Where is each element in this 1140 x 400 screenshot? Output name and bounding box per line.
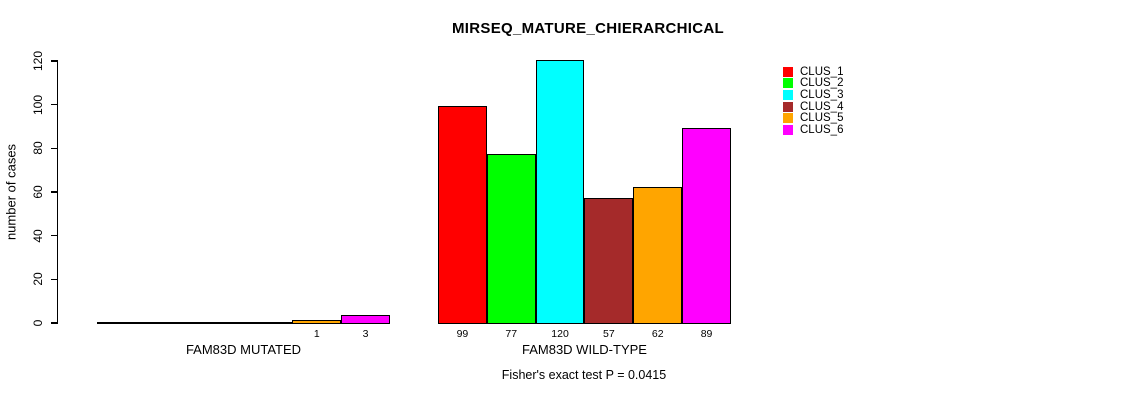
legend-label-clus_2: CLUS_2 — [800, 77, 844, 90]
bar-clus_3 — [535, 60, 585, 324]
bar-value-label: 57 — [603, 327, 615, 340]
legend-swatch-clus_4 — [783, 101, 793, 112]
y-tick-label: 20 — [31, 272, 45, 287]
y-tick-label: 120 — [31, 50, 45, 72]
bar-value-label: 62 — [651, 327, 664, 340]
y-tick — [51, 191, 58, 193]
chart-title: MIRSEQ_MATURE_CHIERARCHICAL — [452, 20, 724, 37]
legend-label-clus_6: CLUS_6 — [800, 124, 844, 136]
bar-value-label: 77 — [505, 327, 518, 340]
bar-clus_5 — [633, 186, 683, 324]
bar-clus_6 — [341, 315, 390, 324]
y-tick-label: 80 — [31, 141, 45, 156]
group-label-1: FAM83D WILD-TYPE — [522, 342, 647, 357]
legend-swatch-clus_2 — [783, 78, 793, 89]
legend-swatch-clus_5 — [783, 113, 793, 124]
legend-label-clus_1: CLUS_1 — [800, 65, 844, 78]
legend-label-clus_4: CLUS_4 — [800, 100, 844, 113]
y-tick-label: 100 — [31, 94, 45, 115]
legend-swatch-clus_6 — [783, 125, 793, 135]
bar-clus_6 — [682, 127, 731, 324]
y-tick-label: 0 — [31, 319, 45, 327]
y-tick — [51, 278, 58, 281]
bar-clus_5 — [292, 319, 342, 324]
y-axis-title: number of cases — [3, 143, 19, 241]
group-label-0: FAM83D MUTATED — [185, 342, 302, 357]
bar-value-label: 89 — [700, 327, 713, 340]
y-tick-label: 60 — [31, 185, 45, 199]
bar-clus_1 — [438, 105, 487, 324]
bar-clus_4 — [584, 197, 634, 324]
bar-value-label: 1 — [313, 327, 320, 340]
y-tick — [51, 103, 58, 106]
bar-clus_2 — [486, 153, 536, 324]
y-tick — [51, 234, 58, 237]
y-tick-label: 40 — [31, 228, 45, 243]
legend-label-clus_5: CLUS_5 — [800, 112, 844, 125]
legend-swatch-clus_3 — [783, 89, 793, 100]
bar-value-label: 99 — [456, 327, 469, 340]
y-tick — [51, 322, 58, 324]
legend-label-clus_3: CLUS_3 — [800, 88, 844, 101]
bar-value-label: 3 — [362, 327, 369, 340]
group-baseline — [97, 322, 390, 324]
y-tick — [51, 60, 58, 62]
legend-swatch-clus_1 — [783, 66, 793, 77]
fisher-test-annotation: Fisher's exact test P = 0.0415 — [501, 368, 667, 382]
bar-value-label: 120 — [551, 327, 569, 340]
y-tick — [51, 147, 58, 150]
